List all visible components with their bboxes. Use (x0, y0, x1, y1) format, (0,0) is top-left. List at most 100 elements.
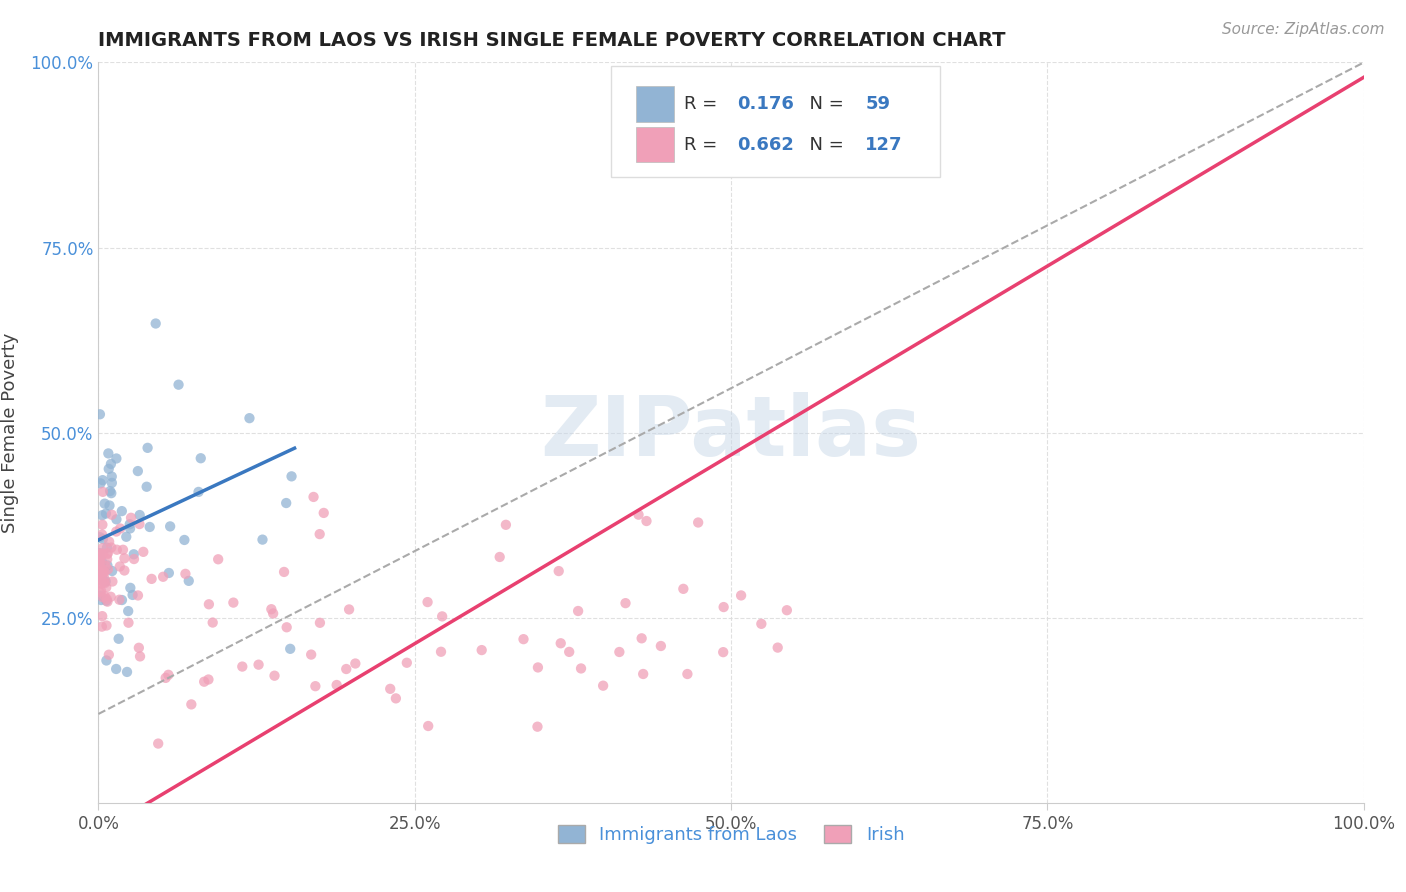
Point (776, 603, 799, 617)
Point (96, 580, 118, 594)
Point (222, 596, 245, 610)
Point (309, 615, 332, 630)
Point (247, 657, 270, 672)
Point (89, 560, 111, 574)
Point (90, 593, 112, 607)
Text: 59: 59 (865, 95, 890, 113)
Point (650, 639, 672, 653)
Point (93, 572, 115, 586)
Point (89, 550, 111, 565)
Point (688, 516, 710, 530)
Text: 0.662: 0.662 (737, 136, 794, 153)
Point (136, 441, 159, 455)
Point (627, 508, 650, 522)
Point (105, 542, 128, 557)
Point (105, 451, 128, 466)
Point (108, 592, 131, 607)
Point (129, 649, 152, 664)
Point (91, 527, 114, 541)
Point (91, 566, 114, 580)
Point (91, 473, 114, 487)
Point (430, 645, 453, 659)
Text: N =: N = (799, 95, 849, 113)
Point (98, 534, 121, 549)
Point (90, 549, 112, 563)
Point (96, 547, 118, 561)
Point (105, 524, 128, 539)
Point (550, 636, 572, 650)
Point (111, 504, 134, 518)
Point (122, 552, 145, 566)
Point (749, 616, 772, 631)
Point (100, 469, 122, 483)
Point (90, 573, 112, 587)
Point (94, 576, 117, 591)
Point (115, 665, 138, 679)
Point (93, 565, 115, 579)
Point (262, 607, 284, 621)
Point (101, 508, 124, 522)
Point (111, 593, 134, 607)
Point (177, 574, 200, 588)
Point (89, 546, 111, 560)
Point (107, 632, 129, 646)
Point (96, 541, 118, 555)
Point (526, 720, 548, 734)
Point (90, 554, 112, 568)
Point (380, 681, 402, 696)
Point (273, 565, 295, 579)
Point (97, 562, 120, 576)
Point (299, 648, 322, 662)
Point (547, 564, 569, 578)
Text: Source: ZipAtlas.com: Source: ZipAtlas.com (1222, 22, 1385, 37)
Point (302, 490, 325, 504)
Point (120, 581, 142, 595)
Point (96, 594, 118, 608)
Point (105, 662, 128, 676)
Point (512, 632, 534, 647)
Point (121, 588, 143, 602)
Point (395, 656, 418, 670)
Point (108, 559, 131, 574)
Point (98, 499, 121, 513)
Point (416, 595, 439, 609)
Point (609, 645, 631, 659)
Point (96, 593, 118, 607)
Point (91, 517, 114, 532)
Point (193, 674, 215, 689)
Point (89, 570, 111, 584)
Point (94, 507, 117, 521)
Point (157, 566, 180, 580)
Point (252, 533, 274, 547)
Point (96, 552, 118, 566)
Point (94, 574, 117, 589)
Point (94, 558, 117, 573)
Point (567, 604, 589, 618)
Point (128, 517, 150, 532)
Point (308, 527, 330, 541)
Point (90, 576, 112, 591)
Point (120, 510, 142, 524)
Legend: Immigrants from Laos, Irish: Immigrants from Laos, Irish (548, 815, 914, 853)
Point (114, 551, 136, 566)
Point (110, 521, 132, 535)
Point (115, 530, 138, 544)
Point (132, 545, 155, 559)
Point (101, 475, 124, 490)
Point (91, 541, 114, 555)
Point (238, 411, 260, 425)
Point (122, 547, 145, 561)
Point (495, 517, 517, 532)
Point (96, 558, 118, 573)
Point (91, 484, 114, 499)
Point (312, 506, 335, 520)
Point (97, 462, 120, 476)
Point (260, 602, 283, 616)
Point (97, 546, 120, 560)
Point (180, 698, 202, 712)
Point (91, 609, 114, 624)
Point (630, 632, 652, 646)
Point (100, 541, 122, 555)
Point (101, 564, 124, 578)
Point (90, 547, 112, 561)
